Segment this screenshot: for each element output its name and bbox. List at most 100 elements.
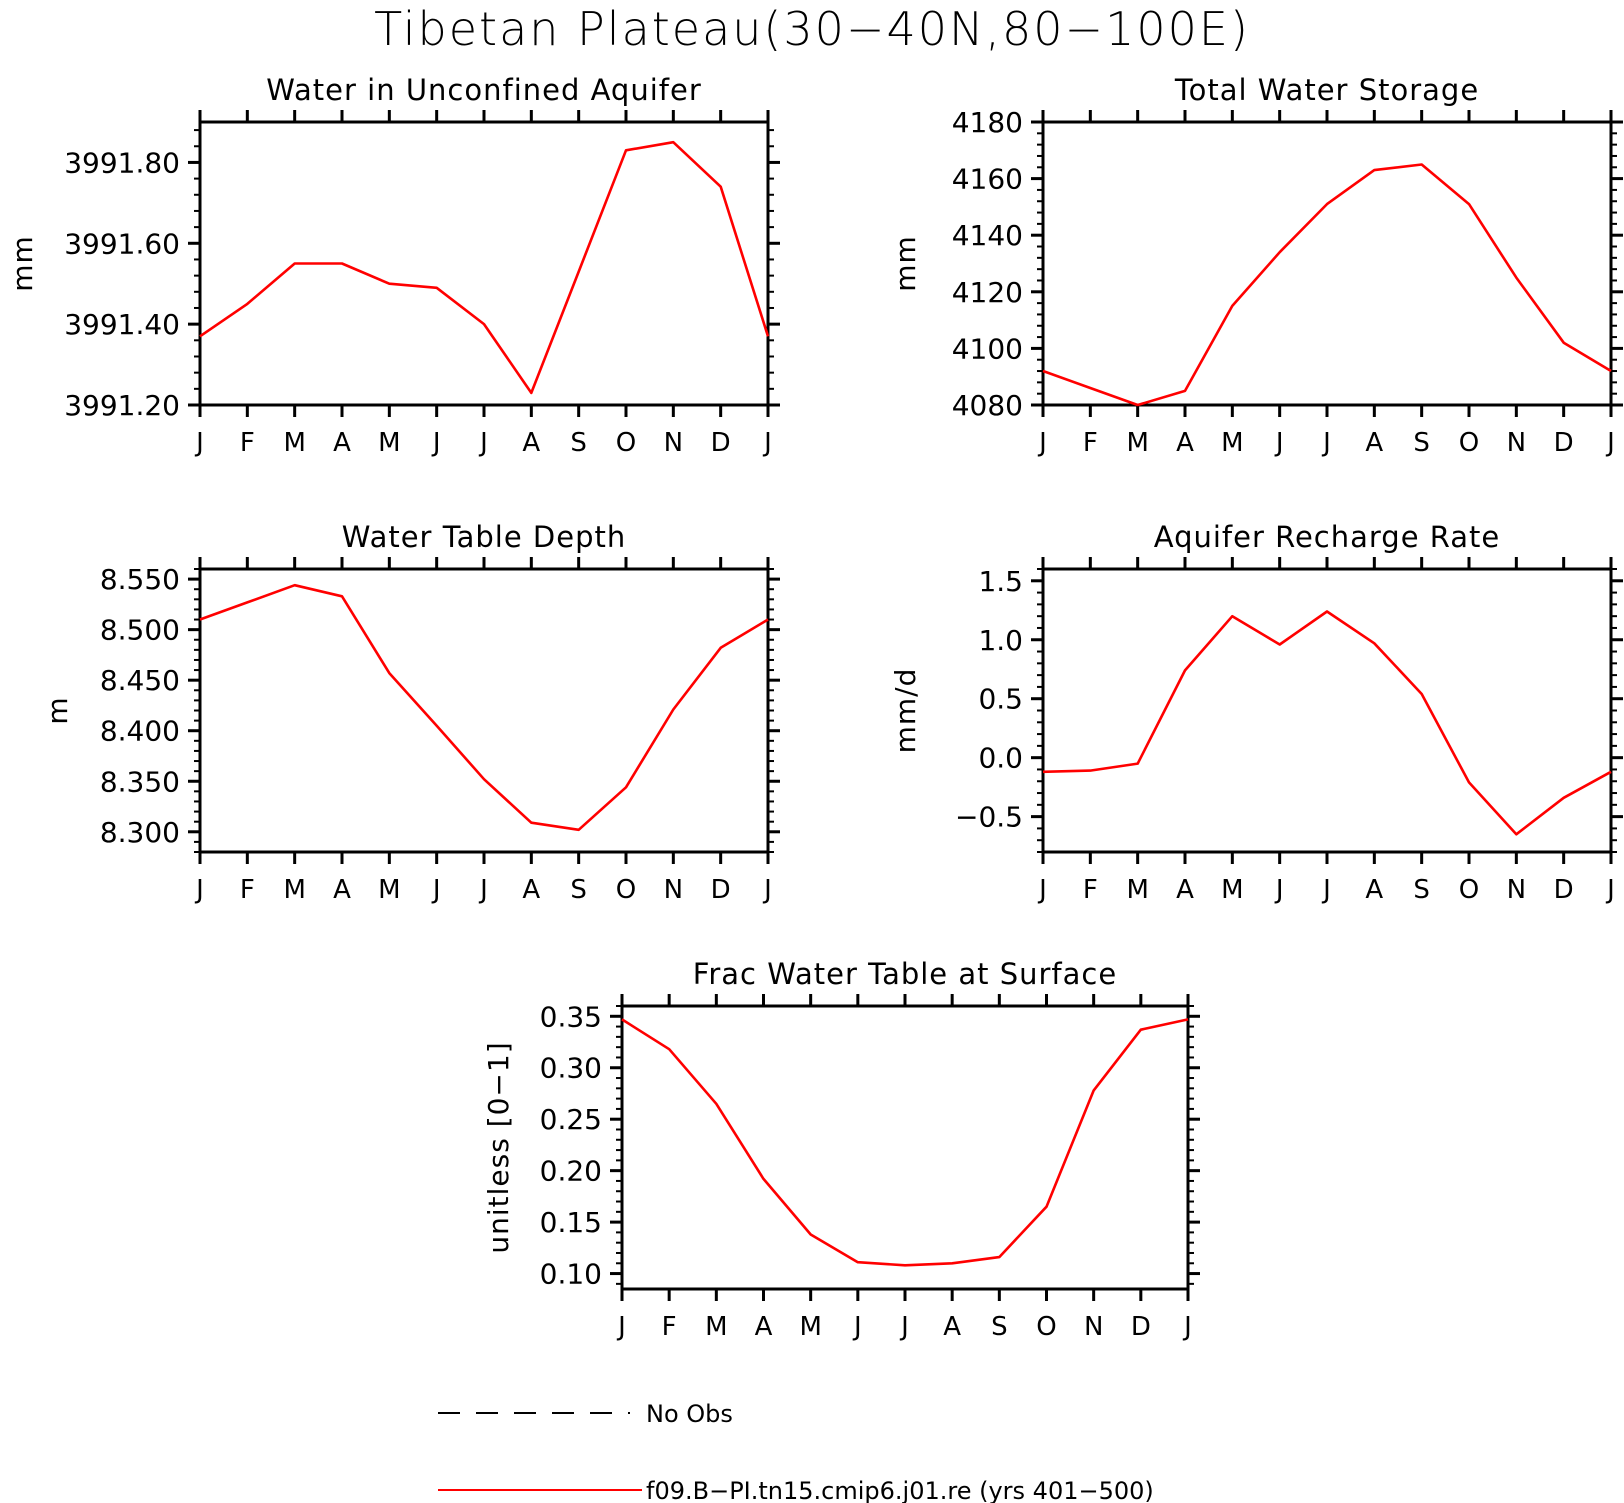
y-tick-label: 0.30 bbox=[540, 1052, 602, 1085]
x-tick-label: J bbox=[194, 428, 204, 458]
y-axis-label: mm bbox=[889, 235, 922, 292]
x-tick-label: S bbox=[570, 875, 587, 905]
x-tick-label: N bbox=[664, 875, 683, 905]
y-tick-label: 0.10 bbox=[540, 1258, 602, 1291]
x-tick-label: M bbox=[1221, 428, 1243, 458]
x-tick-label: J bbox=[1274, 428, 1284, 458]
y-axis-label: unitless [0−1] bbox=[482, 1041, 515, 1253]
y-tick-label: 3991.20 bbox=[64, 389, 180, 422]
x-tick-label: N bbox=[664, 428, 683, 458]
y-tick-label: 3991.40 bbox=[64, 308, 180, 341]
x-tick-label: J bbox=[762, 875, 772, 905]
x-tick-label: J bbox=[478, 428, 488, 458]
x-tick-label: D bbox=[1554, 875, 1574, 905]
x-tick-label: O bbox=[1036, 1312, 1056, 1342]
x-tick-label: S bbox=[1413, 428, 1430, 458]
x-tick-label: J bbox=[1605, 875, 1615, 905]
x-tick-label: J bbox=[852, 1312, 862, 1342]
x-tick-label: S bbox=[991, 1312, 1008, 1342]
y-tick-label: 0.20 bbox=[540, 1155, 602, 1188]
x-tick-label: M bbox=[1221, 875, 1243, 905]
x-tick-label: J bbox=[899, 1312, 909, 1342]
x-tick-label: F bbox=[1083, 428, 1098, 458]
x-tick-label: S bbox=[570, 428, 587, 458]
x-tick-label: J bbox=[762, 428, 772, 458]
x-tick-label: J bbox=[1182, 1312, 1192, 1342]
legend-no-obs-label: No Obs bbox=[646, 1400, 733, 1428]
legend-model-label: f09.B−PI.tn15.cmip6.j01.re (yrs 401−500) bbox=[646, 1477, 1154, 1503]
x-tick-label: M bbox=[378, 875, 400, 905]
x-tick-label: J bbox=[194, 875, 204, 905]
x-tick-label: D bbox=[711, 428, 731, 458]
y-tick-label: 8.550 bbox=[100, 563, 180, 596]
x-tick-label: D bbox=[711, 875, 731, 905]
x-tick-label: A bbox=[1365, 875, 1383, 905]
y-tick-label: 4180 bbox=[952, 106, 1023, 139]
x-tick-label: M bbox=[1126, 428, 1148, 458]
legend: No Obs f09.B−PI.tn15.cmip6.j01.re (yrs 4… bbox=[438, 1400, 1154, 1503]
y-tick-label: 8.500 bbox=[100, 614, 180, 647]
x-tick-label: J bbox=[478, 875, 488, 905]
x-tick-label: F bbox=[240, 428, 255, 458]
plot-frame bbox=[1041, 120, 1613, 407]
x-tick-label: J bbox=[1274, 875, 1284, 905]
series-line-0 bbox=[199, 140, 770, 395]
y-tick-label: −0.5 bbox=[955, 801, 1023, 834]
x-tick-label: A bbox=[755, 1312, 773, 1342]
panel-title: Water in Unconfined Aquifer bbox=[266, 73, 702, 107]
x-tick-label: J bbox=[431, 428, 441, 458]
panel-title: Total Water Storage bbox=[1174, 73, 1479, 107]
panel-title: Water Table Depth bbox=[342, 520, 627, 554]
x-tick-label: M bbox=[799, 1312, 821, 1342]
y-tick-label: 0.15 bbox=[540, 1206, 602, 1239]
figure-title: Tibetan Plateau(30−40N,80−100E) bbox=[374, 2, 1250, 56]
x-tick-label: A bbox=[333, 428, 351, 458]
y-tick-label: 4080 bbox=[952, 389, 1023, 422]
x-tick-label: O bbox=[1459, 428, 1479, 458]
x-tick-label: N bbox=[1507, 875, 1526, 905]
y-tick-label: 8.300 bbox=[100, 816, 180, 849]
y-tick-label: 0.0 bbox=[978, 742, 1023, 775]
y-tick-label: 4100 bbox=[952, 332, 1023, 365]
x-tick-label: J bbox=[616, 1312, 626, 1342]
x-tick-label: M bbox=[1126, 875, 1148, 905]
x-tick-label: O bbox=[1459, 875, 1479, 905]
x-tick-label: O bbox=[616, 428, 636, 458]
x-tick-label: F bbox=[1083, 875, 1098, 905]
x-tick-label: M bbox=[705, 1312, 727, 1342]
panel-frac-water-table-at-surface: Frac Water Table at Surface unitless [0−1… bbox=[482, 957, 1200, 1342]
y-axis-label: mm/d bbox=[889, 668, 922, 754]
x-tick-label: J bbox=[1321, 428, 1331, 458]
x-tick-label: D bbox=[1554, 428, 1574, 458]
x-tick-label: J bbox=[1037, 875, 1047, 905]
y-tick-label: 4140 bbox=[952, 219, 1023, 252]
x-tick-label: J bbox=[1321, 875, 1331, 905]
y-tick-label: 1.5 bbox=[978, 565, 1023, 598]
y-tick-label: 8.350 bbox=[100, 765, 180, 798]
plot-frame bbox=[198, 567, 770, 854]
x-tick-label: S bbox=[1413, 875, 1430, 905]
x-tick-label: A bbox=[1176, 428, 1194, 458]
x-tick-label: J bbox=[1605, 428, 1615, 458]
x-tick-label: M bbox=[283, 875, 305, 905]
x-tick-label: N bbox=[1084, 1312, 1103, 1342]
y-tick-label: 4160 bbox=[952, 163, 1023, 196]
x-tick-label: A bbox=[1365, 428, 1383, 458]
y-tick-label: 0.35 bbox=[540, 1000, 602, 1033]
x-tick-label: O bbox=[616, 875, 636, 905]
panel-title: Aquifer Recharge Rate bbox=[1154, 520, 1501, 554]
y-tick-label: 1.0 bbox=[978, 624, 1023, 657]
x-tick-label: A bbox=[333, 875, 351, 905]
y-tick-label: 8.450 bbox=[100, 664, 180, 697]
y-axis-label: mm bbox=[6, 235, 39, 292]
x-tick-label: M bbox=[283, 428, 305, 458]
x-tick-label: F bbox=[662, 1312, 677, 1342]
x-tick-label: N bbox=[1507, 428, 1526, 458]
panel-title: Frac Water Table at Surface bbox=[693, 957, 1117, 991]
y-tick-label: 3991.60 bbox=[64, 227, 180, 260]
x-tick-label: D bbox=[1131, 1312, 1151, 1342]
y-tick-label: 3991.80 bbox=[64, 146, 180, 179]
